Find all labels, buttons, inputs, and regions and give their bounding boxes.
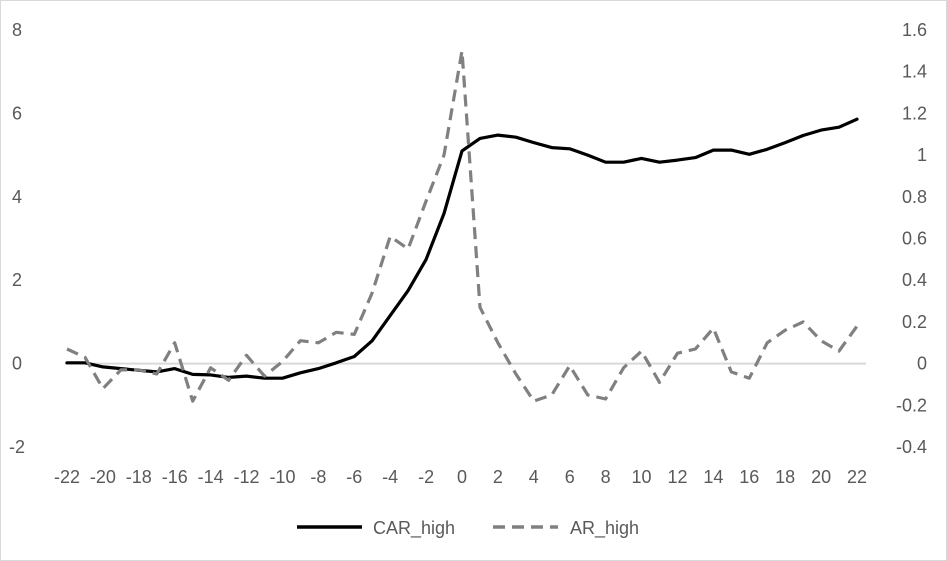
right-tick-label: 1.6 [902, 20, 927, 40]
x-tick-label: -10 [269, 467, 295, 487]
x-tick-label: 22 [847, 467, 867, 487]
right-tick-label: 0.2 [902, 312, 927, 332]
x-tick-label: 10 [632, 467, 652, 487]
right-tick-label: 0.6 [902, 229, 927, 249]
x-tick-label: -18 [126, 467, 152, 487]
x-tick-label: 8 [601, 467, 611, 487]
x-tick-label: -14 [198, 467, 224, 487]
legend-label-car-high: CAR_high [373, 518, 455, 539]
left-axis-ticks: -2 0 2 4 6 8 [9, 20, 25, 457]
right-tick-label: 0.4 [902, 270, 927, 290]
x-tick-label: 18 [775, 467, 795, 487]
x-tick-label: 12 [667, 467, 687, 487]
right-axis-ticks: -0.4 -0.2 0 0.2 0.4 0.6 0.8 1 1.2 1.4 1.6 [896, 20, 927, 457]
x-tick-label: -16 [162, 467, 188, 487]
x-tick-label: -22 [54, 467, 80, 487]
series-line-ar-high [66, 49, 859, 403]
x-tick-label: 0 [457, 467, 467, 487]
left-tick-label: 8 [12, 20, 22, 40]
right-tick-label: 1 [917, 145, 927, 165]
x-tick-label: 2 [493, 467, 503, 487]
x-tick-label: 4 [529, 467, 539, 487]
series-layer [65, 49, 859, 403]
right-tick-label: 0.8 [902, 187, 927, 207]
x-tick-label: -20 [90, 467, 116, 487]
left-tick-label: 0 [12, 354, 22, 374]
right-tick-label: 1.4 [902, 62, 927, 82]
left-tick-label: -2 [9, 437, 25, 457]
left-tick-label: 4 [12, 187, 22, 207]
x-axis-ticks: -22 -20 -18 -16 -14 -12 -10 -8 -6 -4 -2 0 2 4 6 8 10 12 14… [54, 467, 867, 487]
legend-label-ar-high: AR_high [570, 518, 639, 539]
right-tick-label: 1.2 [902, 103, 927, 123]
x-tick-label: 16 [739, 467, 759, 487]
series-line-car-high [65, 117, 859, 380]
right-tick-label: 0 [917, 354, 927, 374]
legend: CAR_high AR_high [297, 518, 639, 539]
x-tick-label: 14 [703, 467, 723, 487]
x-tick-label: -4 [382, 467, 398, 487]
right-tick-label: -0.4 [896, 437, 927, 457]
x-tick-label: -8 [310, 467, 326, 487]
x-tick-label: -6 [346, 467, 362, 487]
left-tick-label: 6 [12, 103, 22, 123]
x-tick-label: 20 [811, 467, 831, 487]
right-tick-label: -0.2 [896, 395, 927, 415]
x-tick-label: -2 [418, 467, 434, 487]
x-tick-label: 6 [565, 467, 575, 487]
x-tick-label: -12 [234, 467, 260, 487]
left-tick-label: 2 [12, 270, 22, 290]
